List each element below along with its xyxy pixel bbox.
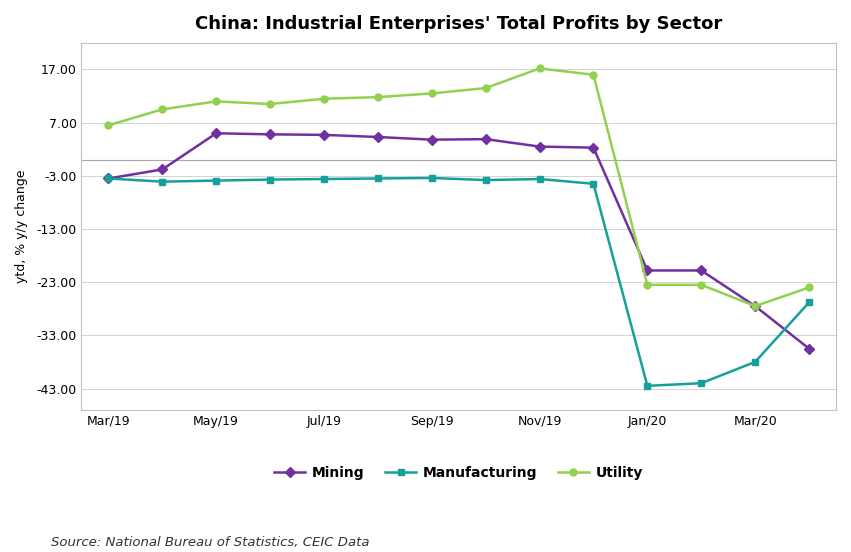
Utility — [534, 65, 545, 72]
Utility — [481, 85, 491, 92]
Mining — [103, 175, 113, 182]
Line: Utility: Utility — [105, 65, 813, 310]
Utility — [426, 90, 437, 97]
Manufacturing — [643, 383, 653, 389]
Utility — [804, 284, 814, 291]
Manufacturing — [265, 176, 275, 183]
Manufacturing — [211, 177, 221, 184]
Utility — [696, 282, 706, 288]
Manufacturing — [426, 174, 437, 181]
Mining — [696, 267, 706, 274]
Utility — [319, 95, 329, 102]
Y-axis label: ytd, % y/y change: ytd, % y/y change — [15, 169, 28, 283]
Manufacturing — [319, 176, 329, 182]
Legend: Mining, Manufacturing, Utility: Mining, Manufacturing, Utility — [269, 461, 648, 486]
Mining — [804, 346, 814, 352]
Utility — [588, 71, 598, 78]
Manufacturing — [373, 175, 383, 182]
Manufacturing — [588, 181, 598, 187]
Mining — [265, 131, 275, 137]
Mining — [319, 131, 329, 138]
Manufacturing — [157, 178, 168, 185]
Utility — [750, 303, 760, 310]
Mining — [750, 303, 760, 310]
Mining — [211, 130, 221, 136]
Utility — [265, 100, 275, 107]
Manufacturing — [103, 175, 113, 182]
Line: Mining: Mining — [105, 130, 813, 352]
Utility — [643, 282, 653, 288]
Utility — [211, 98, 221, 105]
Mining — [534, 144, 545, 150]
Utility — [103, 122, 113, 129]
Mining — [373, 134, 383, 140]
Text: Source: National Bureau of Statistics, CEIC Data: Source: National Bureau of Statistics, C… — [51, 536, 369, 549]
Title: China: Industrial Enterprises' Total Profits by Sector: China: Industrial Enterprises' Total Pro… — [195, 15, 722, 33]
Manufacturing — [804, 299, 814, 306]
Manufacturing — [696, 380, 706, 386]
Mining — [426, 136, 437, 143]
Mining — [588, 144, 598, 151]
Manufacturing — [750, 359, 760, 365]
Utility — [157, 106, 168, 113]
Utility — [373, 94, 383, 100]
Manufacturing — [534, 176, 545, 182]
Manufacturing — [481, 177, 491, 183]
Line: Manufacturing: Manufacturing — [105, 174, 813, 389]
Mining — [157, 166, 168, 173]
Mining — [481, 136, 491, 142]
Mining — [643, 267, 653, 274]
